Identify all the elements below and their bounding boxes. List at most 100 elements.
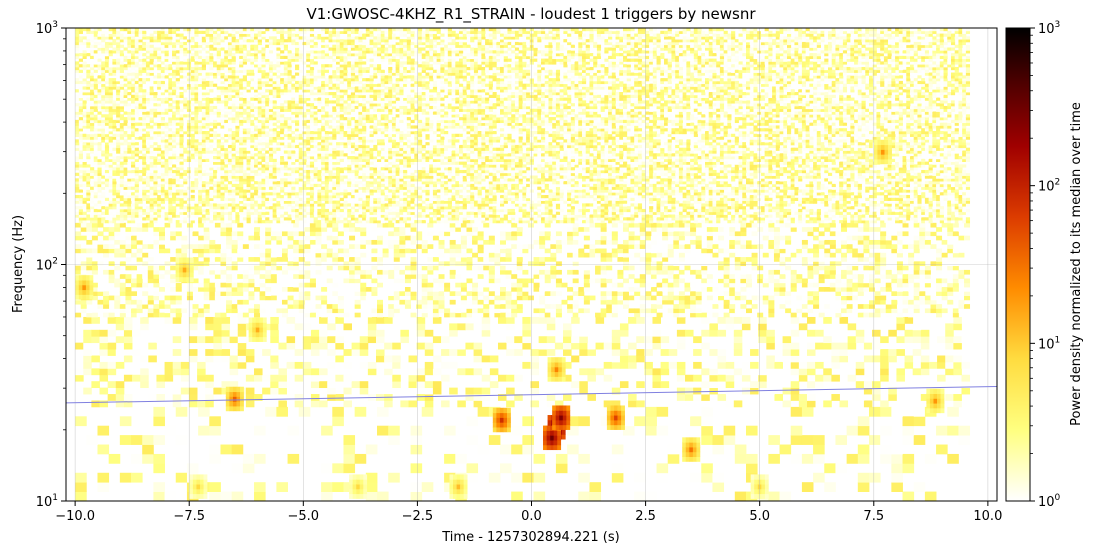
heatmap-cell — [734, 197, 739, 201]
heatmap-cell — [729, 231, 736, 237]
heatmap-cell — [718, 299, 725, 305]
heatmap-cell — [309, 217, 315, 221]
heatmap-cell — [216, 217, 221, 221]
heatmap-cell — [824, 195, 829, 199]
heatmap-cell — [656, 203, 661, 207]
heatmap-cell — [164, 361, 174, 369]
heatmap-cell — [962, 192, 967, 196]
heatmap-cell — [953, 374, 962, 382]
heatmap-cell — [589, 295, 596, 301]
heatmap-cell — [179, 189, 184, 193]
heatmap-cell — [221, 336, 231, 344]
heatmap-cell — [678, 189, 684, 193]
heatmap-cell — [477, 274, 484, 279]
heatmap-cell — [673, 308, 680, 314]
heatmap-cell — [522, 206, 527, 210]
heatmap-cell — [511, 203, 516, 207]
heatmap-cell — [611, 336, 621, 344]
heatmap-cell — [645, 222, 652, 228]
heatmap-cell — [477, 235, 484, 241]
heatmap-cell — [953, 336, 962, 344]
heatmap-cell — [224, 206, 229, 210]
heatmap-cell — [399, 248, 406, 254]
heatmap-cell — [790, 342, 800, 350]
heatmap-cell — [779, 189, 784, 193]
heatmap-cell — [310, 368, 320, 376]
heatmap-cell — [909, 195, 915, 199]
heatmap-cell — [563, 394, 572, 401]
heatmap-cell — [526, 195, 531, 199]
heatmap-cell — [857, 220, 862, 224]
heatmap-cell — [855, 381, 865, 389]
heatmap-cell — [477, 257, 484, 262]
heatmap-cell — [723, 192, 728, 196]
heatmap-cell — [958, 257, 965, 262]
heatmap-cell — [321, 197, 326, 201]
heatmap-cell — [231, 244, 238, 249]
heatmap-cell — [790, 368, 800, 376]
heatmap-cell — [257, 200, 262, 204]
heatmap-cell — [678, 217, 684, 221]
heatmap-cell — [514, 374, 523, 382]
heatmap-cell — [749, 197, 754, 201]
heatmap-cell — [369, 203, 374, 207]
heatmap-cell — [127, 211, 132, 215]
heatmap-cell — [384, 211, 389, 215]
heatmap-cell — [522, 435, 534, 445]
heatmap-cell — [742, 220, 747, 224]
heatmap-cell — [824, 214, 829, 218]
heatmap-cell — [399, 235, 406, 241]
heatmap-cell — [302, 361, 312, 369]
heatmap-cell — [86, 227, 93, 232]
heatmap-cell — [852, 282, 859, 288]
heatmap-cell — [203, 252, 210, 258]
heatmap-cell — [913, 206, 918, 210]
heatmap-cell — [841, 257, 848, 262]
heatmap-cell — [779, 222, 786, 228]
heatmap-cell — [550, 269, 557, 275]
heatmap-cell — [280, 197, 285, 201]
heatmap-cell — [734, 453, 747, 464]
heatmap-cell — [896, 316, 905, 324]
heatmap-cell — [268, 206, 274, 210]
heatmap-cell — [806, 361, 816, 369]
heatmap-cell — [108, 244, 115, 249]
heatmap-cell — [552, 200, 557, 204]
heatmap-cell — [441, 336, 450, 344]
heatmap-cell — [416, 368, 426, 376]
heatmap-cell — [321, 203, 326, 207]
heatmap-cell — [198, 265, 205, 271]
heatmap-cell — [511, 444, 523, 455]
heatmap-cell — [637, 203, 643, 207]
heatmap-cell — [97, 304, 104, 309]
heatmap-cell — [376, 349, 385, 356]
heatmap-cell — [97, 299, 104, 305]
heatmap-cell — [514, 394, 523, 401]
heatmap-cell — [432, 214, 438, 218]
heatmap-cell — [254, 265, 261, 271]
heatmap-cell — [895, 208, 900, 213]
heatmap-cell — [757, 197, 762, 201]
heatmap-cell — [611, 472, 624, 483]
heatmap-cell — [358, 189, 363, 193]
heatmap-cell — [768, 312, 775, 318]
heatmap-cell — [693, 349, 702, 356]
heatmap-cell — [343, 192, 348, 196]
heatmap-cell — [567, 220, 572, 224]
heatmap-cell — [667, 222, 674, 228]
heatmap-cell — [712, 211, 717, 215]
heatmap-cell — [604, 200, 609, 204]
heatmap-cell — [693, 336, 702, 344]
heatmap-cell — [86, 214, 91, 218]
heatmap-cell — [760, 208, 766, 213]
heatmap-cell — [690, 189, 695, 193]
heatmap-cell — [678, 197, 684, 201]
heatmap-cell — [477, 200, 482, 204]
heatmap-cell — [958, 278, 965, 284]
heatmap-cell — [538, 394, 548, 401]
heatmap-cell — [485, 197, 490, 201]
heatmap-cell — [947, 257, 954, 262]
heatmap-cell — [555, 248, 562, 254]
heatmap-cell — [198, 200, 203, 204]
heatmap-cell — [753, 214, 758, 218]
